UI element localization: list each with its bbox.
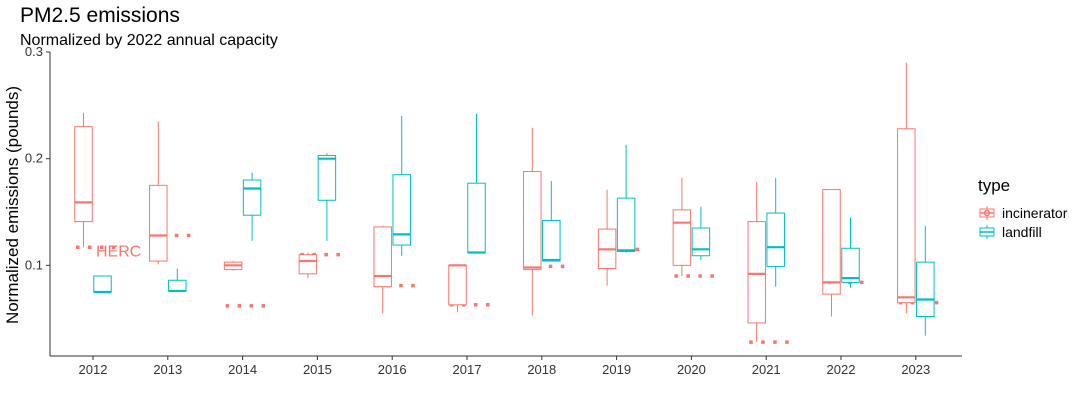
chart-title: PM2.5 emissions bbox=[20, 4, 180, 27]
box-body bbox=[168, 279, 187, 292]
box-body bbox=[822, 189, 841, 295]
incinerator-box-2015 bbox=[298, 252, 318, 279]
box-body bbox=[242, 179, 262, 216]
x-tick-label: 2021 bbox=[752, 362, 781, 377]
y-tick-label: 0.2 bbox=[25, 151, 43, 166]
incinerator-box-2023 bbox=[897, 62, 916, 314]
legend-key-landfill bbox=[979, 225, 995, 239]
herc-annotation: HERC bbox=[96, 244, 141, 261]
landfill-box-2020 bbox=[691, 206, 711, 260]
y-tick-label: 0.3 bbox=[25, 44, 43, 59]
incinerator-box-2017 bbox=[448, 264, 467, 313]
incinerator-box-2021 bbox=[747, 182, 766, 343]
legend-key-point bbox=[983, 209, 991, 217]
y-axis-title: Normalized emissions (pounds) bbox=[3, 86, 22, 324]
x-tick-label: 2013 bbox=[153, 362, 182, 377]
incinerator-box-2016 bbox=[373, 225, 392, 314]
box-body bbox=[373, 226, 392, 288]
box-body bbox=[897, 128, 916, 304]
box-body bbox=[523, 170, 542, 271]
box-body bbox=[691, 227, 711, 257]
box-body bbox=[467, 182, 486, 254]
legend-label-landfill: landfill bbox=[1002, 224, 1042, 240]
box-body bbox=[74, 126, 93, 223]
landfill-box-2018 bbox=[542, 181, 561, 262]
x-tick-label: 2019 bbox=[602, 362, 631, 377]
plot-area: 0.1 0.2 0.3 2012 2013 2014 2015 2016 2017 2018 201… bbox=[25, 44, 962, 377]
box-body bbox=[448, 264, 467, 306]
x-tick-label: 2020 bbox=[677, 362, 706, 377]
legend-title: type bbox=[978, 176, 1010, 195]
landfill-box-2016 bbox=[392, 116, 411, 256]
chart-subtitle: Normalized by 2022 annual capacity bbox=[20, 32, 278, 49]
landfill-box-2014 bbox=[242, 172, 262, 241]
x-tick-label: 2022 bbox=[827, 362, 856, 377]
landfill-box-2017 bbox=[467, 113, 486, 254]
box-body bbox=[841, 247, 860, 283]
landfill-box-2013 bbox=[168, 268, 187, 293]
x-tick-label: 2015 bbox=[303, 362, 332, 377]
landfill-box-2015 bbox=[317, 153, 337, 241]
x-tick-label: 2012 bbox=[79, 362, 108, 377]
legend-label-incinerator: incinerator bbox=[1002, 205, 1068, 221]
x-tick-label: 2017 bbox=[453, 362, 482, 377]
y-tick-label: 0.1 bbox=[25, 257, 43, 272]
incinerator-box-2019 bbox=[597, 189, 617, 286]
x-tick-label: 2016 bbox=[378, 362, 407, 377]
incinerator-box-2014 bbox=[223, 261, 243, 271]
box-body bbox=[317, 154, 337, 201]
incinerator-box-2013 bbox=[149, 121, 168, 265]
box-body bbox=[766, 212, 785, 267]
landfill-box-2022 bbox=[841, 217, 860, 288]
landfill-box-2021 bbox=[766, 177, 785, 287]
incinerator-box-2018 bbox=[523, 127, 542, 316]
legend: type incinerator landfill bbox=[978, 176, 1068, 240]
box-body bbox=[392, 174, 411, 246]
box-body bbox=[298, 254, 318, 275]
box-body bbox=[542, 220, 561, 262]
x-tick-label: 2014 bbox=[228, 362, 257, 377]
x-tick-label: 2023 bbox=[901, 362, 930, 377]
box-body bbox=[747, 221, 766, 324]
incinerator-box-2012 bbox=[74, 112, 93, 248]
legend-key-incinerator bbox=[979, 206, 995, 220]
x-tick-label: 2018 bbox=[527, 362, 556, 377]
landfill-box-2019 bbox=[616, 144, 636, 253]
box-body bbox=[916, 261, 935, 318]
box-body bbox=[149, 184, 168, 262]
landfill-box-2023 bbox=[916, 225, 935, 336]
incinerator-box-2022 bbox=[822, 189, 841, 317]
landfill-box-2012 bbox=[93, 275, 112, 294]
incinerator-box-2020 bbox=[672, 177, 692, 276]
box-body bbox=[672, 209, 692, 266]
box-body bbox=[616, 197, 636, 252]
box-body bbox=[93, 275, 112, 293]
